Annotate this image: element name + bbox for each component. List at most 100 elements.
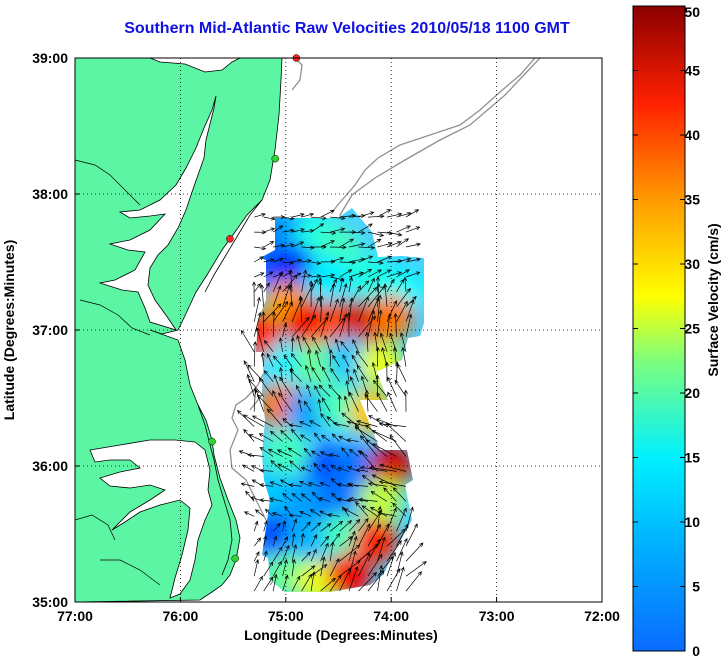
colorbar-tick-label: 30 <box>684 256 700 272</box>
velocity-arrow <box>337 394 342 412</box>
velocity-arrow <box>356 364 369 382</box>
velocity-arrow <box>263 227 276 233</box>
velocity-arrow <box>315 349 321 367</box>
velocity-arrow <box>263 535 268 547</box>
velocity-arrow <box>299 421 312 427</box>
colorbar-tick-label: 5 <box>692 579 700 595</box>
velocity-arrow <box>248 378 264 397</box>
velocity-arrow <box>276 449 293 457</box>
velocity-arrow <box>332 421 350 427</box>
velocity-arrow <box>328 453 340 458</box>
velocity-arrow <box>282 301 293 322</box>
velocity-arrow <box>403 389 408 412</box>
velocity-arrow <box>243 428 255 442</box>
velocity-arrow <box>263 520 268 532</box>
velocity-arrow <box>270 460 283 472</box>
land-mass <box>75 58 283 602</box>
velocity-arrow <box>343 395 350 412</box>
colorbar-tick-label: 40 <box>684 127 700 143</box>
velocity-arrow <box>320 311 330 337</box>
bathymetry-contour <box>291 58 303 91</box>
velocity-arrow <box>386 300 397 322</box>
velocity-arrow <box>300 532 305 547</box>
velocity-arrow <box>377 309 383 337</box>
velocity-arrow <box>386 313 392 337</box>
velocity-arrow <box>308 481 321 487</box>
velocity-arrow <box>351 354 359 367</box>
velocity-arrow <box>299 481 312 487</box>
velocity-arrow <box>405 257 421 263</box>
velocity-arrow <box>386 278 395 293</box>
velocity-arrow <box>320 542 329 562</box>
velocity-cell <box>369 294 414 339</box>
velocity-arrow <box>272 535 278 547</box>
velocity-arrow <box>272 355 283 367</box>
velocity-arrow <box>301 565 316 577</box>
velocity-arrow <box>358 552 371 577</box>
velocity-arrow <box>379 463 407 472</box>
velocity-arrow <box>282 228 295 233</box>
velocity-arrow <box>237 409 255 427</box>
velocity-arrow <box>405 523 418 547</box>
velocity-arrow <box>303 400 312 412</box>
velocity-arrow <box>309 508 321 517</box>
velocity-arrow <box>310 522 322 532</box>
velocity-arrow <box>348 271 365 278</box>
velocity-arrow <box>392 487 407 502</box>
velocity-arrow <box>339 283 348 307</box>
colorbar-tick-label: 45 <box>684 63 700 79</box>
river <box>79 299 151 336</box>
velocity-arrow <box>272 522 281 532</box>
velocity-arrow <box>377 505 382 532</box>
station-marker <box>231 554 239 563</box>
y-tick-label: 36:00 <box>32 458 68 474</box>
velocity-arrow <box>348 530 356 547</box>
velocity-arrow <box>358 517 369 532</box>
velocity-arrow <box>367 238 382 248</box>
velocity-arrow <box>330 245 347 250</box>
velocity-arrow <box>377 511 397 517</box>
velocity-arrow <box>263 550 268 562</box>
velocity-arrow <box>359 435 378 457</box>
velocity-arrow <box>291 558 296 577</box>
colorbar-ticks: 0 5 10 15 20 25 30 35 40 45 50 <box>633 4 700 659</box>
velocity-arrow <box>331 492 340 502</box>
velocity-arrow <box>331 433 340 442</box>
y-tick-label: 39:00 <box>32 50 68 66</box>
map-title: Southern Mid-Atlantic Raw Velocities 201… <box>124 20 570 37</box>
velocity-arrow <box>291 493 302 502</box>
velocity-arrow <box>310 533 317 547</box>
velocity-arrow <box>328 384 340 397</box>
velocity-arrow <box>352 339 359 352</box>
velocity-arrow <box>358 315 377 338</box>
colorbar-tick-label: 20 <box>684 385 700 401</box>
velocity-arrow <box>263 271 274 278</box>
outer-banks <box>197 404 233 576</box>
velocity-arrow <box>263 561 274 577</box>
velocity-arrow <box>346 420 369 427</box>
velocity-arrow <box>312 336 321 352</box>
velocity-arrow <box>311 274 322 279</box>
velocity-arrow <box>337 466 350 472</box>
velocity-arrow <box>292 258 303 263</box>
colorbar-tick-label: 35 <box>684 192 700 208</box>
velocity-arrow <box>304 364 312 382</box>
velocity-arrow <box>272 546 283 562</box>
velocity-arrow <box>254 230 267 235</box>
velocity-arrow <box>292 212 305 218</box>
velocity-arrow <box>243 511 255 517</box>
velocity-arrow <box>301 258 312 264</box>
velocity-arrow <box>329 520 344 532</box>
velocity-arrow <box>368 415 388 427</box>
velocity-arrow <box>375 346 380 367</box>
velocity-arrow <box>318 497 331 502</box>
velocity-arrow <box>241 464 255 472</box>
velocity-arrow <box>377 242 393 248</box>
velocity-arrow <box>386 271 402 278</box>
velocity-arrow <box>405 299 415 322</box>
velocity-arrow <box>320 230 337 236</box>
velocity-arrow <box>272 560 282 577</box>
velocity-arrow <box>405 571 423 592</box>
velocity-arrow <box>263 370 274 382</box>
velocity-arrow <box>337 482 350 487</box>
